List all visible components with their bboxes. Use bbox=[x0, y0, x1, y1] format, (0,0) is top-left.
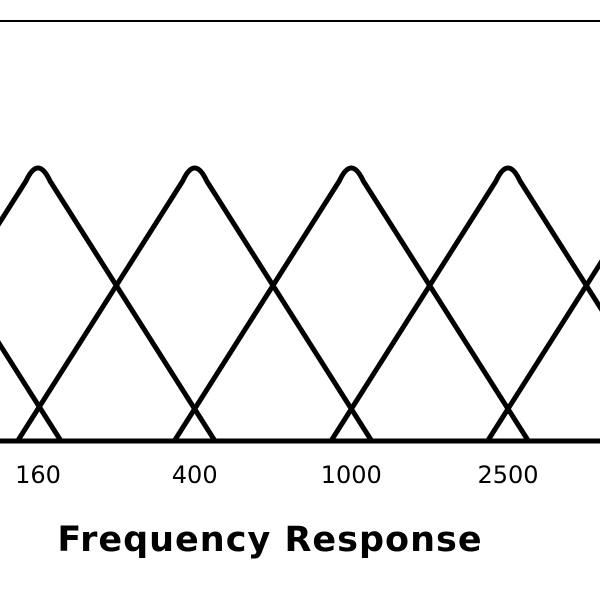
filter-curve-3 bbox=[15, 165, 375, 444]
filter-curve-5 bbox=[328, 165, 600, 444]
x-tick-label: 400 bbox=[172, 461, 218, 489]
x-tick-label: 160 bbox=[15, 461, 61, 489]
x-axis-title: Frequency Response bbox=[57, 520, 482, 560]
x-tick-label: 2500 bbox=[477, 461, 538, 489]
filter-curves bbox=[0, 165, 600, 444]
x-tick-label: 1000 bbox=[321, 461, 382, 489]
filter-curve-4 bbox=[171, 165, 531, 444]
x-tick-labels: 160 400 1000 2500 bbox=[15, 461, 538, 489]
filter-curve-2 bbox=[0, 165, 218, 444]
